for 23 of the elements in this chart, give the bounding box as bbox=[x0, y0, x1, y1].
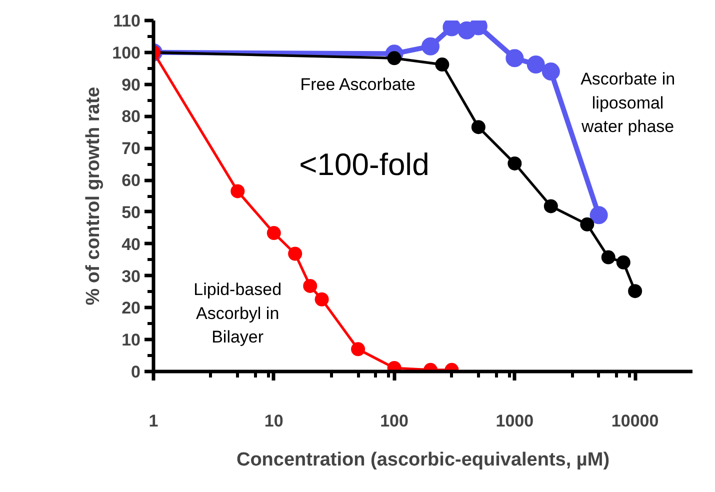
y-tick-label: 30 bbox=[122, 266, 141, 286]
y-tick-label: 110 bbox=[113, 12, 141, 30]
y-tick-label: 0 bbox=[131, 362, 141, 382]
x-tick-label: 10000 bbox=[611, 412, 659, 430]
x-tick-label: 1 bbox=[148, 412, 158, 430]
y-tick-label: 60 bbox=[122, 171, 141, 190]
x-axis-title: Concentration (ascorbic-equivalents, µM) bbox=[236, 450, 610, 470]
y-tick-label: 100 bbox=[112, 43, 141, 62]
y-tick-label: 90 bbox=[122, 75, 141, 94]
y-axis-title: % of control growth rate bbox=[83, 86, 104, 306]
y-tick-label: 10 bbox=[122, 330, 141, 350]
series-label: Lipid-based Ascorbyl in Bilayer bbox=[194, 280, 282, 347]
series-label: Ascorbate in liposomal water phase bbox=[580, 70, 676, 136]
y-tick-label: 20 bbox=[122, 298, 141, 318]
y-tick-label: 70 bbox=[122, 139, 141, 158]
x-tick-label: 1000 bbox=[496, 412, 534, 430]
y-tick-label: 50 bbox=[122, 202, 141, 222]
series-label: Free Ascorbate bbox=[300, 74, 416, 94]
y-tick-label: 80 bbox=[122, 107, 141, 126]
y-tick-label: 40 bbox=[122, 234, 141, 254]
x-tick-label: 100 bbox=[380, 412, 408, 430]
x-tick-label: 10 bbox=[264, 412, 284, 430]
annotation: <100-fold bbox=[299, 146, 430, 182]
